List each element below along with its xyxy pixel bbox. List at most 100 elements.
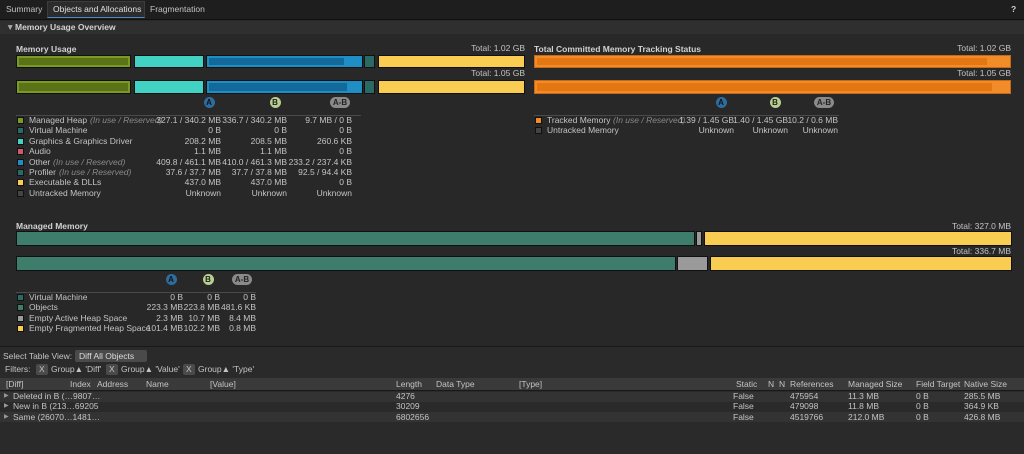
divider <box>16 292 256 293</box>
row-value: 0 B <box>339 125 352 136</box>
column-badge[interactable]: B <box>202 274 214 285</box>
row-value: 37.7 / 37.8 MB <box>231 167 287 177</box>
column-header[interactable]: Name <box>146 379 169 389</box>
table-cell: 285.5 MB <box>964 391 1001 401</box>
row-value: 92.5 / 94.4 KB <box>298 167 352 177</box>
filter-chip: Group▲ 'Type' <box>198 364 255 374</box>
row-note: (In use / Reserved) <box>53 156 126 167</box>
table-cell: Deleted in B (…9807… <box>13 391 101 401</box>
column-badge[interactable]: A-B <box>232 274 252 285</box>
column-header[interactable]: Data Type <box>436 379 475 389</box>
row-note: (In use / Reserved) <box>90 115 163 125</box>
filter-chip: Group▲ 'Diff' <box>51 364 102 374</box>
tab[interactable]: Fragmentation <box>150 4 205 14</box>
panel-title: Total Committed Memory Tracking Status <box>534 44 702 54</box>
row-value: 37.6 / 37.7 MB <box>165 167 221 177</box>
row-value: 437.0 MB <box>184 177 221 188</box>
tab-bar <box>0 0 1024 20</box>
column-header[interactable]: Managed Size <box>848 379 903 389</box>
legend-swatch <box>17 304 24 312</box>
table-cell: 0 B <box>916 411 929 422</box>
tab[interactable]: Summary <box>6 4 43 14</box>
row-value: 9.7 MB / 0 B <box>305 115 352 125</box>
column-header[interactable]: [Diff] <box>6 379 24 389</box>
column-header[interactable]: N <box>779 379 786 389</box>
table-view-value[interactable]: Diff All Objects <box>79 351 135 361</box>
column-header[interactable]: Address <box>97 379 129 389</box>
panel-title: Memory Usage <box>16 44 77 54</box>
row-value: 327.1 / 340.2 MB <box>156 115 221 125</box>
row-name: Empty Fragmented Heap Space <box>29 323 151 334</box>
table-cell: 30209 <box>396 401 420 412</box>
row-value: Unknown <box>698 125 734 136</box>
legend-swatch <box>17 169 24 176</box>
row-value: 208.5 MB <box>250 135 287 146</box>
row-name: Executable & DLLs <box>29 177 102 188</box>
column-header[interactable]: Index <box>70 379 91 389</box>
column-header[interactable]: [Type] <box>519 379 543 389</box>
row-value: Unknown <box>316 187 352 198</box>
row-value: 208.2 MB <box>184 135 221 146</box>
table-view-label: Select Table View: <box>3 351 73 361</box>
row-name: Tracked Memory <box>547 115 611 125</box>
collapse-arrow[interactable]: ▼ <box>6 22 15 32</box>
column-header[interactable]: Static <box>736 379 758 389</box>
column-header[interactable]: [Value] <box>210 379 236 389</box>
tab[interactable]: Objects and Allocations <box>53 4 142 14</box>
table-cell: Same (26070…1481… <box>13 411 100 422</box>
column-header[interactable]: Length <box>396 379 422 389</box>
table-cell: False <box>733 401 754 412</box>
column-header[interactable]: N <box>768 379 775 389</box>
row-value: 409.8 / 461.1 MB <box>156 156 221 167</box>
table-cell: False <box>733 391 754 401</box>
row-value: 8.4 MB <box>229 312 256 323</box>
active-tab <box>47 1 145 18</box>
row-value: 1.40 / 1.45 GB <box>733 115 788 125</box>
row-value: 0 B <box>274 125 287 136</box>
total-label: Total: 1.02 GB <box>957 43 1011 53</box>
row-value: 0 B <box>339 146 352 157</box>
expand-arrow[interactable]: ▶ <box>4 413 9 420</box>
legend-swatch <box>535 127 542 135</box>
row-value: Unknown <box>251 187 287 198</box>
filter-remove[interactable]: X <box>36 364 48 375</box>
help-button[interactable]: ? <box>1011 4 1017 14</box>
table-view-dropdown[interactable] <box>75 350 147 362</box>
row-name: Virtual Machine <box>29 292 88 302</box>
expand-arrow[interactable]: ▶ <box>4 393 9 399</box>
legend-swatch <box>17 127 24 135</box>
column-badge[interactable]: A <box>715 97 727 108</box>
column-badge[interactable]: B <box>769 97 781 108</box>
row-value: 0 B <box>208 125 221 136</box>
legend-swatch <box>17 148 24 156</box>
legend-swatch <box>17 158 24 166</box>
row-note: (In use / Reserved) <box>59 167 132 177</box>
legend-swatch <box>17 314 24 322</box>
table-cell: 0 B <box>916 401 929 412</box>
filter-chip: Group▲ 'Value' <box>121 364 180 374</box>
row-value: 0 B <box>207 292 220 302</box>
row-name: Objects <box>29 302 58 313</box>
column-badge[interactable]: A-B <box>814 97 834 108</box>
filters-label: Filters: <box>5 364 31 374</box>
filter-remove[interactable]: X <box>183 364 195 375</box>
column-badge[interactable]: B <box>269 97 281 108</box>
column-header[interactable]: Field Target <box>916 379 961 389</box>
filter-remove[interactable]: X <box>106 364 118 375</box>
table-cell: 4276 <box>396 391 415 401</box>
total-label: Total: 1.05 GB <box>471 68 525 78</box>
legend-swatch <box>17 117 24 124</box>
row-value: Unknown <box>802 125 838 136</box>
row-value: 223.8 MB <box>183 302 220 313</box>
column-header[interactable]: Native Size <box>964 379 1007 389</box>
row-name: Other <box>29 156 51 167</box>
column-badge[interactable]: A-B <box>330 97 350 108</box>
column-badge[interactable]: A <box>203 97 215 108</box>
table-cell: 0 B <box>916 391 929 401</box>
expand-arrow[interactable]: ▶ <box>4 403 9 410</box>
row-value: 1.1 MB <box>260 146 287 157</box>
row-value: 102.2 MB <box>183 323 220 334</box>
column-badge[interactable]: A <box>165 274 177 285</box>
column-header[interactable]: References <box>790 379 834 389</box>
row-value: 10.2 / 0.6 MB <box>787 115 838 125</box>
